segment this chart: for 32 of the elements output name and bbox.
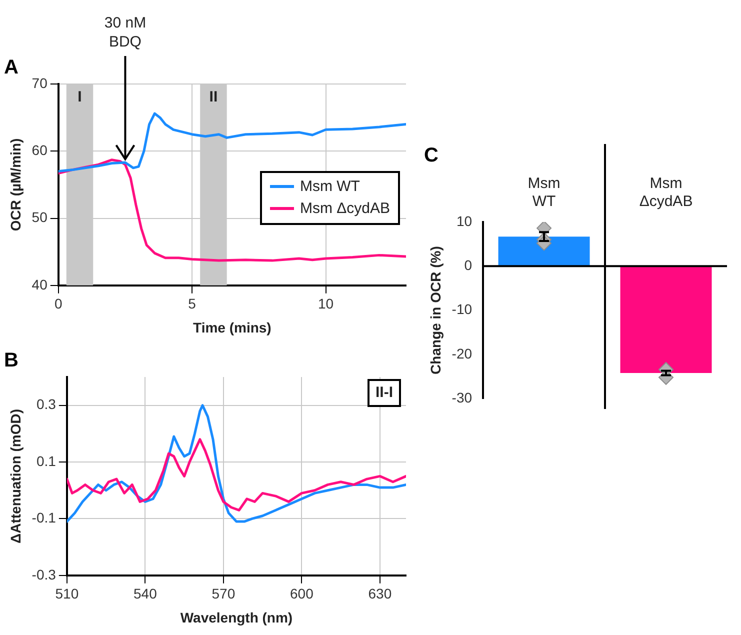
y-tick-label: 0.3 [36,396,56,412]
x-tick-label: 630 [368,586,392,602]
x-tick-label: 600 [290,586,314,602]
y-tick-label: 70 [32,74,48,91]
y-tick-label: 60 [32,142,48,158]
chart-title: B [4,350,18,372]
y-axis-title: Change in OCR (%) [427,246,444,374]
band-label: I [78,88,82,106]
y-tick-label: -30 [452,389,472,406]
band-label: II [209,88,218,106]
y-tick-label: -0.1 [32,510,56,526]
y-tick-label: 40 [32,276,48,292]
x-tick-label: 5 [188,296,196,312]
chart-title: A [4,56,18,79]
y-axis-title: ΔAttenuation (mOD) [7,408,24,544]
annotation: II-I [376,384,393,402]
x-tick-label: 510 [55,586,79,602]
y-tick-label: -20 [452,345,472,362]
y-tick-label: 10 [456,212,472,229]
x-tick-label: 10 [318,296,334,312]
x-axis-title: Wavelength (nm) [180,609,293,626]
y-tick-label: -0.3 [32,566,56,582]
x-tick-label: 540 [133,586,158,602]
chart-title: C [424,144,438,167]
y-axis-title: OCR (µM/min) [7,138,24,232]
annotation: 30 nM BDQ [104,14,146,51]
x-tick-label: 570 [212,586,236,602]
x-axis-title: Time (mins) [193,319,272,336]
y-tick-label: 50 [32,209,48,226]
y-tick-label: -10 [452,301,472,318]
y-tick-label: 0.1 [36,452,56,469]
y-tick-label: 0 [464,257,472,274]
